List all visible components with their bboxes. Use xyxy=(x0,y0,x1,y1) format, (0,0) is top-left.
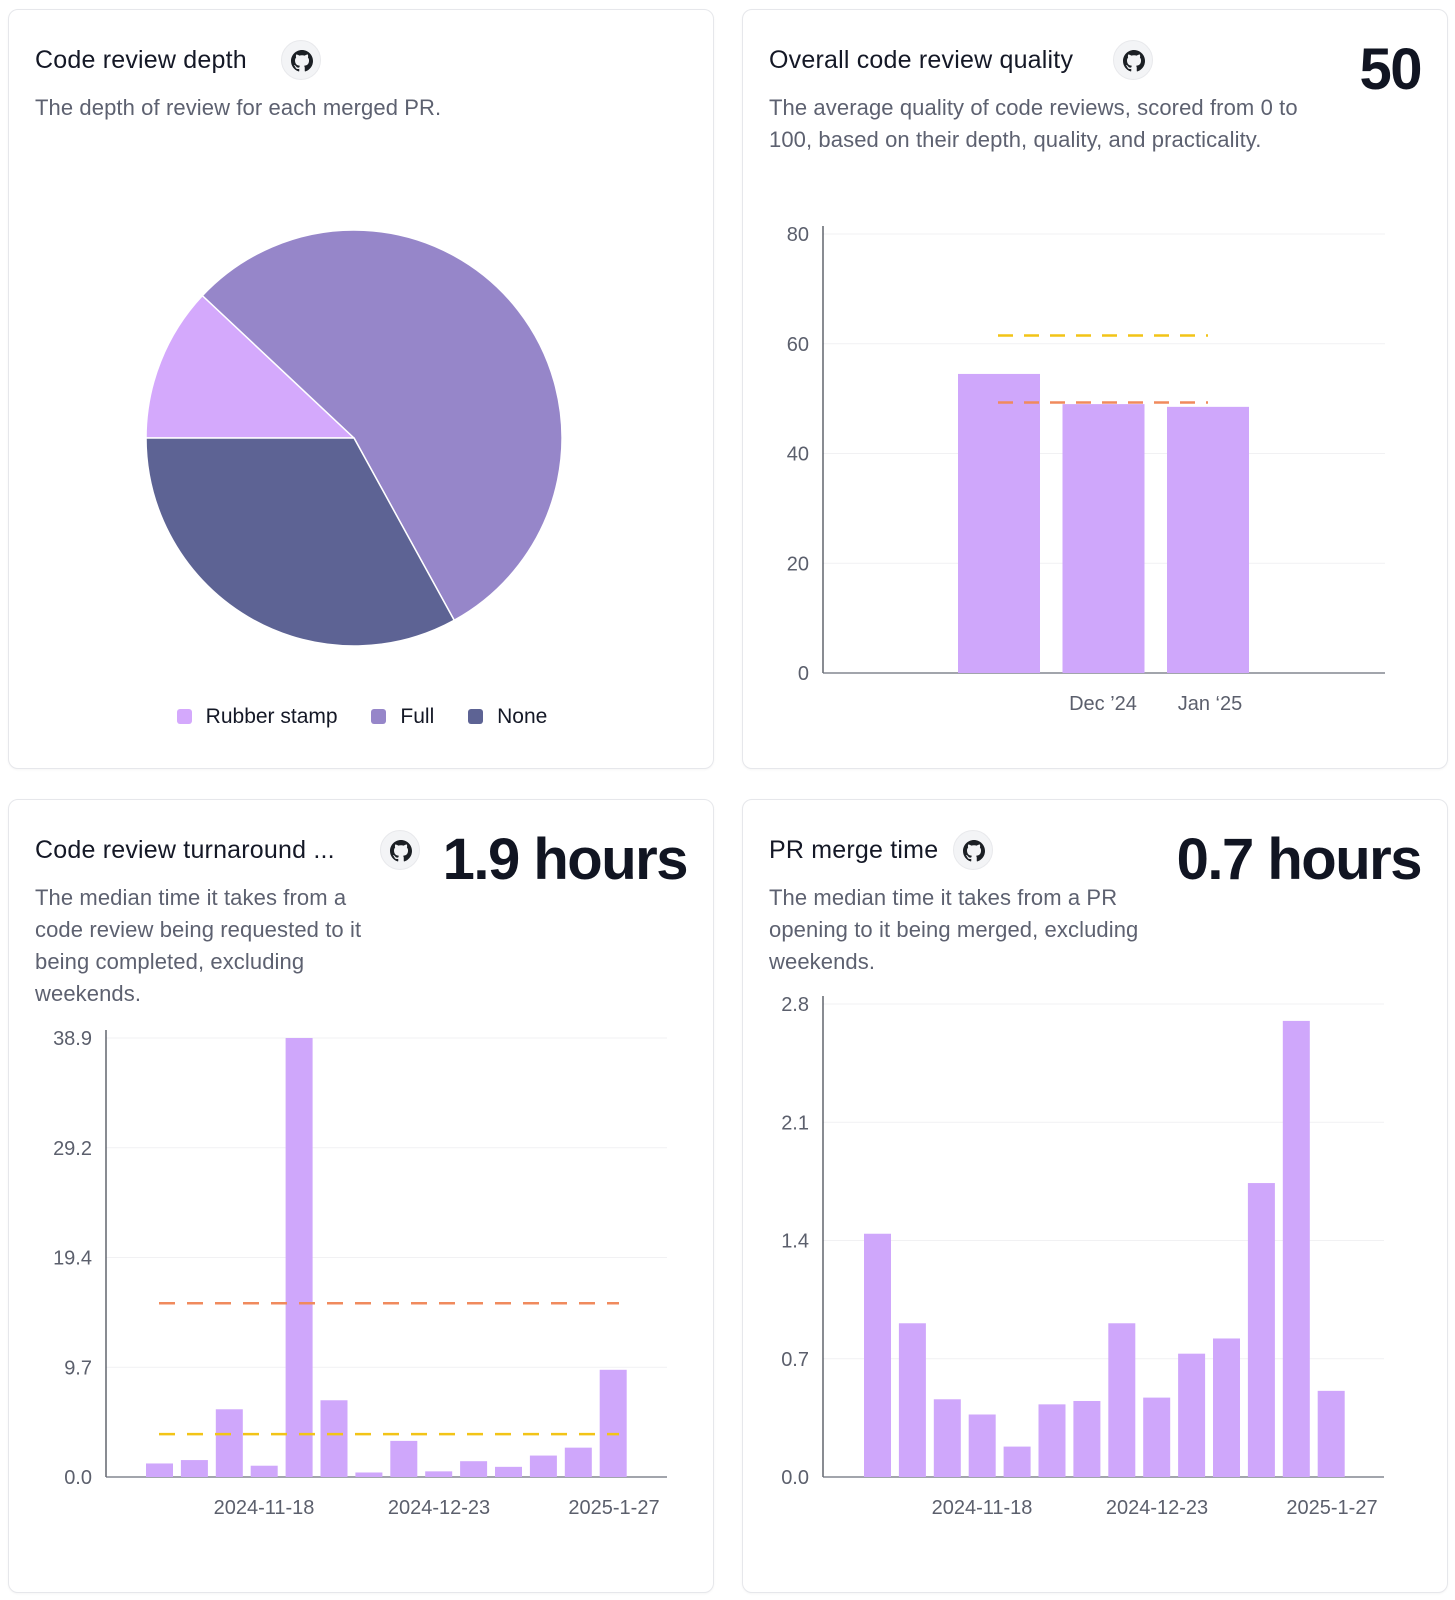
bar xyxy=(958,373,1040,673)
bar xyxy=(1062,404,1145,673)
y-tick-label: 0.7 xyxy=(781,1349,809,1371)
card-description: The median time it takes from a PR openi… xyxy=(769,885,1139,974)
legend-item-none[interactable]: None xyxy=(468,705,547,729)
x-tick-label: Jan ‘25 xyxy=(1178,693,1243,715)
pr-merge-time-card: PR merge time 0.7 hours The median time … xyxy=(742,799,1448,1593)
legend-item-rubber-stamp[interactable]: Rubber stamp xyxy=(176,705,338,729)
merge-time-bar-chart: 0.0 0.7 1.4 2.1 2.8 2024-11-18 2024-12-23 2025-… xyxy=(781,994,1384,1519)
bar xyxy=(898,1323,926,1477)
y-tick-label: 80 xyxy=(787,224,809,246)
y-tick-label: 20 xyxy=(787,553,809,575)
github-icon[interactable] xyxy=(953,830,993,870)
quality-score-value: 50 xyxy=(1359,37,1422,102)
code-review-turnaround-card: Code review turnaround ... 1.9 hours The… xyxy=(8,799,714,1593)
y-tick-label: 40 xyxy=(787,444,809,466)
card-title: Overall code review quality xyxy=(769,46,1074,74)
bar xyxy=(425,1471,453,1477)
turnaround-value: 1.9 hours xyxy=(442,827,689,892)
bar xyxy=(1167,406,1249,673)
y-tick-label: 60 xyxy=(787,334,809,356)
card-description: The depth of review for each merged PR. xyxy=(35,95,442,120)
bar xyxy=(285,1038,313,1477)
bar xyxy=(1282,1020,1310,1477)
card-description: The median time it takes from a code rev… xyxy=(35,885,362,1006)
bar xyxy=(495,1466,522,1477)
bar xyxy=(1213,1338,1240,1477)
github-icon[interactable] xyxy=(281,40,321,80)
x-tick-label: 2025-1-27 xyxy=(1286,1497,1377,1519)
bar xyxy=(355,1472,383,1477)
x-tick-label: Dec ’24 xyxy=(1069,693,1137,715)
y-tick-label: 2.8 xyxy=(781,994,809,1016)
bar xyxy=(460,1461,488,1477)
card-title: Code review depth xyxy=(35,46,247,74)
bar xyxy=(1003,1446,1031,1477)
y-tick-label: 19.4 xyxy=(53,1248,92,1270)
bar xyxy=(864,1233,891,1477)
x-tick-label: 2024-11-18 xyxy=(214,1497,315,1519)
bar xyxy=(1143,1397,1171,1477)
x-tick-label: 2024-12-23 xyxy=(1106,1497,1208,1519)
bar xyxy=(1073,1400,1101,1477)
bar xyxy=(1178,1353,1206,1477)
bar xyxy=(320,1400,348,1477)
turnaround-bar-chart: 0.0 9.7 19.4 29.2 38.9 2024-11-18 2024-12-23 20… xyxy=(53,1028,667,1519)
bar xyxy=(180,1460,208,1477)
x-tick-label: 2024-12-23 xyxy=(388,1497,490,1519)
bar xyxy=(250,1465,278,1477)
y-tick-label: 2.1 xyxy=(781,1112,809,1134)
quality-bar-chart: 0 20 40 60 80 Dec ’24 Jan ‘25 xyxy=(787,224,1385,715)
y-tick-label: 0.0 xyxy=(64,1467,92,1489)
card-title: PR merge time xyxy=(769,836,939,864)
pie-chart xyxy=(145,229,563,647)
bar xyxy=(146,1463,173,1477)
card-title: Code review turnaround ... xyxy=(35,836,335,864)
bar xyxy=(215,1409,243,1477)
github-icon[interactable] xyxy=(1113,40,1153,80)
bar xyxy=(933,1399,961,1477)
x-tick-label: 2024-11-18 xyxy=(932,1497,1033,1519)
github-icon[interactable] xyxy=(380,830,420,870)
card-description: The average quality of code reviews, sco… xyxy=(769,95,1298,152)
y-tick-label: 0 xyxy=(798,663,809,685)
x-tick-label: 2025-1-27 xyxy=(568,1497,659,1519)
y-tick-label: 38.9 xyxy=(53,1028,92,1050)
legend-item-full[interactable]: Full xyxy=(371,705,434,729)
bar xyxy=(564,1447,592,1477)
bar xyxy=(968,1414,996,1477)
bar xyxy=(529,1455,557,1477)
bar xyxy=(1038,1404,1066,1477)
bar xyxy=(1247,1183,1275,1477)
y-tick-label: 0.0 xyxy=(781,1467,809,1489)
y-tick-label: 29.2 xyxy=(53,1138,92,1160)
bar xyxy=(1108,1323,1136,1477)
pie-slice-none xyxy=(145,437,456,647)
y-tick-label: 9.7 xyxy=(64,1357,92,1379)
y-tick-label: 1.4 xyxy=(781,1231,809,1253)
bar xyxy=(599,1369,627,1477)
code-review-quality-card: Overall code review quality 50 The avera… xyxy=(742,9,1448,769)
bar xyxy=(390,1440,418,1477)
pie-legend: Rubber stamp Full None xyxy=(9,705,715,729)
merge-time-value: 0.7 hours xyxy=(1176,827,1423,892)
pie-slice-full xyxy=(201,229,563,622)
code-review-depth-card: Code review depth The depth of review fo… xyxy=(8,9,714,769)
pie-slice-rubber-stamp xyxy=(145,294,356,439)
bar xyxy=(1317,1390,1345,1477)
